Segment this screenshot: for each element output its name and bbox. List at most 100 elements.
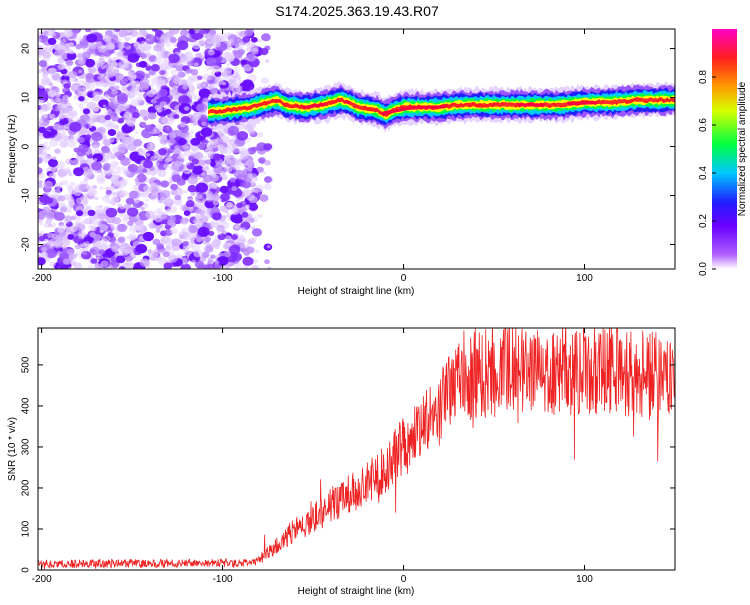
noise-blob bbox=[78, 103, 83, 107]
noise-blob bbox=[157, 110, 161, 113]
noise-blob bbox=[38, 83, 45, 89]
noise-blob bbox=[83, 108, 90, 114]
noise-blob bbox=[252, 228, 262, 236]
noise-blob bbox=[156, 229, 161, 233]
noise-blob bbox=[231, 209, 239, 215]
noise-blob bbox=[222, 215, 227, 219]
y-tick-label: 300 bbox=[21, 438, 32, 455]
noise-blob bbox=[140, 122, 146, 127]
noise-blob bbox=[68, 173, 72, 177]
noise-blob bbox=[186, 134, 193, 140]
noise-blob bbox=[64, 106, 72, 113]
noise-blob bbox=[267, 245, 270, 248]
noise-blob bbox=[55, 98, 61, 103]
noise-blob bbox=[137, 148, 143, 153]
noise-blob bbox=[98, 76, 103, 80]
x-tick-label: -100 bbox=[213, 273, 233, 284]
noise-blob bbox=[236, 85, 243, 91]
colorbar-label: Normalized spectral amplitude bbox=[737, 81, 748, 216]
noise-blob bbox=[91, 132, 103, 142]
noise-blob bbox=[126, 256, 133, 262]
noise-blob bbox=[193, 249, 203, 257]
noise-blob bbox=[248, 128, 256, 134]
noise-blob bbox=[94, 264, 103, 271]
noise-blob bbox=[126, 121, 130, 124]
noise-blob bbox=[121, 167, 126, 171]
colorbar-tick-label: 0.4 bbox=[698, 166, 709, 180]
noise-blob bbox=[53, 189, 61, 195]
colorbar-tick-label: 0.6 bbox=[698, 118, 709, 132]
noise-blob bbox=[85, 27, 91, 32]
noise-blob bbox=[110, 154, 116, 159]
noise-blob bbox=[92, 145, 99, 151]
noise-blob bbox=[162, 117, 171, 124]
y-tick-label: 500 bbox=[21, 356, 32, 373]
noise-blob bbox=[78, 184, 86, 191]
noise-blob bbox=[108, 102, 114, 107]
noise-blob bbox=[214, 78, 223, 86]
noise-blob bbox=[188, 225, 197, 233]
noise-blob bbox=[38, 211, 46, 218]
noise-blob bbox=[264, 176, 272, 183]
noise-blob bbox=[263, 143, 272, 150]
colorbar-tick-label: 0.8 bbox=[698, 70, 709, 84]
noise-blob bbox=[40, 104, 49, 112]
colorbar: 0.00.20.40.60.8 Normalized spectral ampl… bbox=[698, 29, 748, 276]
noise-blob bbox=[132, 112, 140, 118]
noise-blob bbox=[135, 131, 139, 134]
noise-blob bbox=[49, 114, 55, 119]
noise-blob bbox=[63, 80, 68, 84]
noise-blob bbox=[108, 129, 116, 136]
noise-blob bbox=[262, 171, 266, 175]
noise-blob bbox=[260, 48, 269, 55]
noise-blob bbox=[118, 30, 128, 38]
noise-blob bbox=[241, 212, 248, 218]
noise-blob bbox=[264, 160, 271, 166]
noise-blob bbox=[88, 186, 97, 194]
noise-blob bbox=[103, 147, 111, 153]
noise-blob bbox=[157, 51, 165, 57]
noise-blob bbox=[235, 225, 240, 229]
noise-blob bbox=[168, 255, 177, 263]
noise-blob bbox=[91, 226, 97, 231]
noise-blob bbox=[109, 137, 115, 142]
noise-blob bbox=[234, 190, 243, 197]
noise-blob bbox=[187, 61, 194, 67]
noise-blob bbox=[68, 43, 74, 48]
noise-blob bbox=[158, 148, 167, 155]
noise-blob bbox=[159, 70, 165, 75]
noise-blob bbox=[117, 224, 127, 232]
noise-blob bbox=[140, 258, 150, 267]
noise-blob bbox=[76, 210, 83, 216]
noise-blob bbox=[79, 41, 88, 49]
noise-blob bbox=[76, 198, 84, 205]
x-tick-label: 100 bbox=[576, 273, 593, 284]
noise-blob bbox=[58, 195, 65, 201]
snr-y-label: SNR (10 * v/v) bbox=[7, 417, 18, 481]
noise-blob bbox=[213, 154, 221, 161]
noise-blob bbox=[113, 175, 119, 180]
y-tick-label: 0 bbox=[21, 143, 32, 149]
noise-blob bbox=[92, 106, 99, 112]
noise-blob bbox=[236, 203, 243, 208]
spectrogram-x-label: Height of straight line (km) bbox=[298, 286, 415, 297]
noise-blob bbox=[229, 83, 236, 89]
noise-blob bbox=[59, 141, 68, 148]
noise-blob bbox=[242, 150, 250, 157]
noise-blob bbox=[94, 217, 98, 220]
noise-blob bbox=[43, 131, 52, 139]
noise-blob bbox=[88, 265, 92, 268]
noise-blob bbox=[180, 58, 187, 64]
noise-blob bbox=[39, 236, 46, 241]
y-tick-label: -20 bbox=[21, 237, 32, 252]
noise-blob bbox=[121, 78, 127, 83]
noise-blob bbox=[106, 199, 112, 204]
noise-blob bbox=[116, 256, 125, 264]
noise-blob bbox=[128, 53, 140, 63]
noise-blob bbox=[79, 266, 83, 269]
noise-blob bbox=[42, 73, 48, 78]
noise-blob bbox=[191, 69, 199, 75]
noise-blob bbox=[158, 89, 167, 97]
